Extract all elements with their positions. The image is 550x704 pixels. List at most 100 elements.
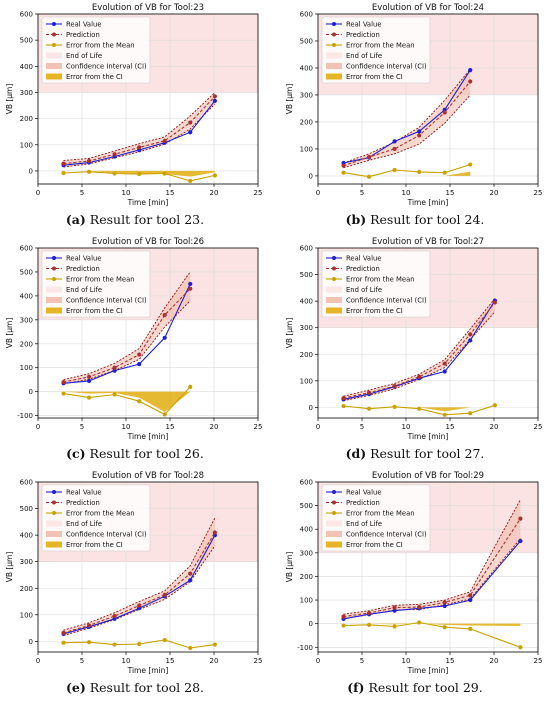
legend-box [321,484,431,552]
chart-title: Evolution of VB for Tool:26 [92,237,204,247]
caption-text: Result for tool 27. [366,446,485,461]
legend-error-from-ci-label: Error from the CI [66,541,123,549]
real-value-point [518,538,523,544]
prediction-point [442,361,447,366]
legend-confidence-interval-swatch [46,297,62,303]
legend-error-from-ci-label: Error from the CI [66,307,123,315]
real-value-point [188,130,193,135]
legend-error-from-mean-label: Error from the Mean [66,276,135,284]
prediction-point [86,623,92,628]
confidence-interval-band [343,499,521,619]
chart-title: Evolution of VB for Tool:24 [372,3,484,13]
legend-confidence-interval-swatch [46,531,62,537]
y-tick-label: 300 [300,549,313,557]
error-from-mean-point [61,391,66,396]
legend-confidence-interval-label: Confidence Interval (CI) [66,63,147,71]
x-tick-label: 15 [446,423,455,431]
legend-prediction-label: Prediction [66,31,100,39]
y-tick-label: 600 [20,11,33,19]
error-from-mean-point [366,622,372,627]
chart-title: Evolution of VB for Tool:29 [372,471,484,481]
error-from-mean-point [392,624,397,629]
ci-upper-line [63,517,216,631]
legend-real-value-label: Real Value [66,255,101,263]
real-value-point [392,139,397,144]
confidence-interval-band [343,69,471,168]
x-tick-label: 10 [122,189,131,197]
error-from-mean-point [212,642,217,647]
y-tick-label: -100 [17,412,33,420]
chart-svg: Evolution of VB for Tool:24 0 5 10 15 20 25 0 10… [285,3,542,207]
y-tick-label: 100 [20,141,33,149]
x-tick-label: 20 [490,189,499,197]
error-from-mean-point [61,640,66,645]
legend-error-from-ci-swatch [326,73,342,80]
error-from-mean-point [341,623,346,628]
chart-svg: Evolution of VB for Tool:29 0 5 10 15 20 25 -10… [285,471,543,675]
y-tick-label: 500 [20,268,33,276]
error-from-mean-point [137,171,142,177]
real-value-point [86,378,92,383]
legend-error-from-ci-swatch [46,307,62,314]
error-from-ci-area [343,623,521,627]
x-tick-label: 25 [254,423,263,431]
prediction-point [442,600,447,605]
ci-upper-line [63,271,191,381]
legend-real-value-marker [332,490,336,494]
error-from-mean-point [392,167,397,173]
x-tick-label: 20 [210,189,219,197]
error-from-mean-point [341,403,346,409]
x-tick-label: 25 [534,657,543,665]
legend-error-from-ci-label: Error from the CI [346,307,403,315]
legend-real-value-marker [52,22,56,26]
legend-confidence-interval-label: Confidence Interval (CI) [66,297,147,305]
legend-real-value-marker [332,256,336,260]
y-tick-label: 200 [20,585,33,593]
chart-svg: Evolution of VB for Tool:27 0 5 10 15 20 25 0 10… [285,237,542,441]
y-tick-label: 600 [20,245,33,253]
legend-confidence-interval-label: Confidence Interval (CI) [66,531,147,539]
real-value-point [188,578,193,583]
legend-end-of-life-swatch [46,286,62,293]
caption-label: (d) [345,446,367,461]
prediction-point [137,145,142,150]
legend: Real Value Prediction Error from the Mean E… [41,250,151,318]
y-tick-label: 600 [300,479,313,487]
y-tick-label: 500 [20,505,33,513]
error-from-mean-point [137,399,142,404]
prediction-point [492,300,497,305]
prediction-point [468,593,473,598]
y-tick-label: 500 [20,37,33,45]
x-tick-label: 15 [166,423,175,431]
legend: Real Value Prediction Error from the Mean E… [321,16,431,84]
legend-error-from-mean-marker [332,511,336,515]
panel-caption: (f) Result for tool 29. [280,680,550,695]
error-from-mean-point [417,406,422,411]
legend-prediction-label: Prediction [66,265,100,273]
error-from-mean-point [468,411,473,416]
x-tick-label: 5 [80,189,84,197]
prediction-point [417,133,422,138]
y-tick-label: 100 [300,597,313,605]
chart-panel: Evolution of VB for Tool:26 0 5 10 15 20 25 -10… [0,234,270,468]
x-tick-label: 5 [360,657,364,665]
legend-end-of-life-swatch [326,52,342,59]
legend-confidence-interval-label: Confidence Interval (CI) [346,63,427,71]
x-tick-label: 20 [210,657,219,665]
prediction-point [188,120,193,125]
real-value-point [468,68,473,73]
legend-prediction-marker [332,500,336,505]
x-axis-label: Time [min] [407,198,449,207]
legend-end-of-life-swatch [326,520,342,527]
legend: Real Value Prediction Error from the Mean E… [41,484,151,552]
legend-end-of-life-swatch [46,52,62,59]
prediction-line [63,288,191,383]
prediction-point [341,614,346,619]
legend: Real Value Prediction Error from the Mean E… [321,250,431,318]
legend-error-from-mean-label: Error from the Mean [66,42,135,50]
y-axis-label: VB [μm] [5,552,14,583]
legend-prediction-label: Prediction [346,265,380,273]
legend-end-of-life-label: End of Life [346,286,382,294]
x-tick-label: 10 [402,423,411,431]
legend-error-from-ci-swatch [326,307,342,314]
